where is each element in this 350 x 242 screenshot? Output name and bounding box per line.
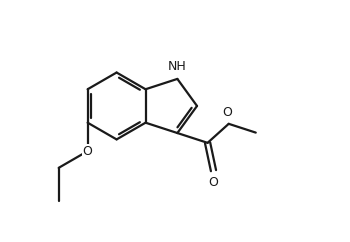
Text: O: O xyxy=(209,176,218,189)
Text: O: O xyxy=(83,145,92,158)
Text: NH: NH xyxy=(168,60,187,73)
Text: O: O xyxy=(222,106,232,119)
